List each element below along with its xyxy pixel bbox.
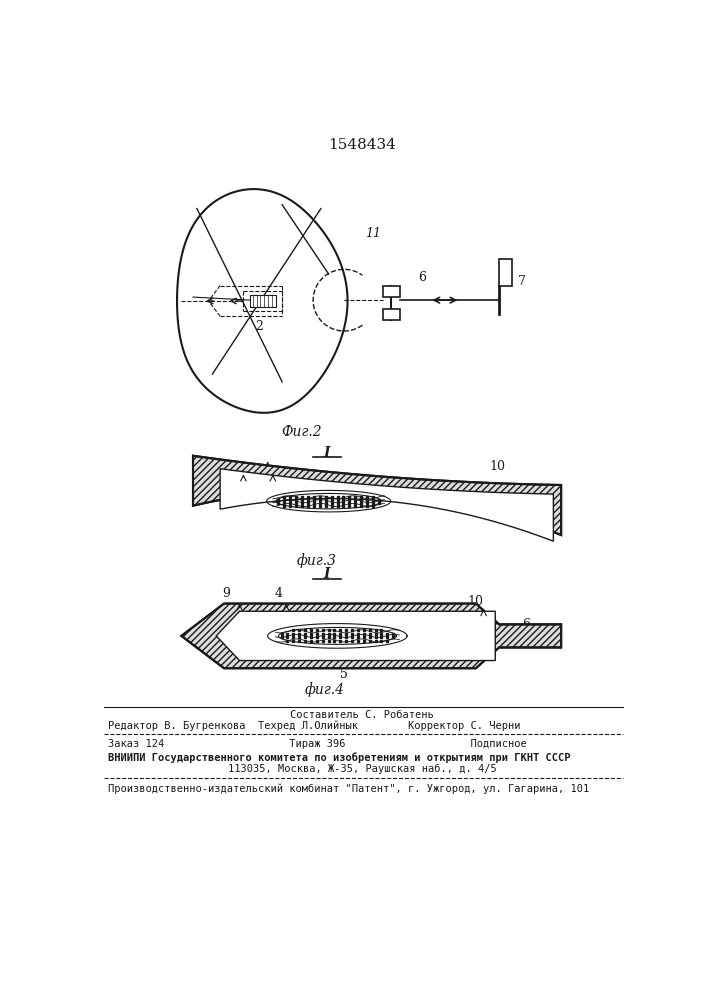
Polygon shape — [193, 456, 561, 535]
Text: Редактор В. Бугренкова  Техред Л.Олийнык        Корректор С. Черни: Редактор В. Бугренкова Техред Л.Олийнык … — [107, 721, 520, 731]
Text: Заказ 124                    Тираж 396                    Подписное: Заказ 124 Тираж 396 Подписное — [107, 739, 527, 749]
Text: 3: 3 — [228, 462, 235, 475]
Text: 4: 4 — [262, 462, 271, 475]
Text: 6: 6 — [418, 271, 426, 284]
Text: I: I — [324, 567, 330, 581]
Text: фиг.4: фиг.4 — [305, 682, 345, 697]
Text: 7: 7 — [518, 275, 526, 288]
Text: Составитель С. Робатень: Составитель С. Робатень — [290, 710, 434, 720]
Polygon shape — [216, 611, 495, 661]
Bar — [250, 295, 276, 307]
Bar — [383, 309, 400, 320]
Text: 10: 10 — [468, 595, 484, 608]
Polygon shape — [220, 469, 554, 541]
Text: 9: 9 — [223, 587, 230, 600]
Text: Производственно-издательский комбинат "Патент", г. Ужгород, ул. Гагарина, 101: Производственно-издательский комбинат "П… — [107, 783, 589, 794]
Polygon shape — [182, 604, 561, 668]
Text: 5: 5 — [340, 668, 348, 681]
Text: I: I — [324, 446, 330, 460]
Bar — [383, 286, 400, 297]
Text: 10: 10 — [489, 460, 506, 473]
Text: ВНИИПИ Государственного комитета по изобретениям и открытиям при ГКНТ СССР: ВНИИПИ Государственного комитета по изоб… — [107, 752, 571, 763]
Text: 6: 6 — [522, 618, 530, 631]
Text: 4: 4 — [274, 587, 282, 600]
Text: фиг.3: фиг.3 — [297, 553, 337, 568]
Text: 113035, Москва, Ж-35, Раушская наб., д. 4/5: 113035, Москва, Ж-35, Раушская наб., д. … — [228, 764, 496, 774]
Text: 1548434: 1548434 — [328, 138, 396, 152]
Bar — [499, 259, 512, 286]
Text: Фиг.2: Фиг.2 — [281, 425, 322, 439]
Text: 2: 2 — [255, 320, 263, 333]
Text: 11: 11 — [366, 227, 382, 240]
